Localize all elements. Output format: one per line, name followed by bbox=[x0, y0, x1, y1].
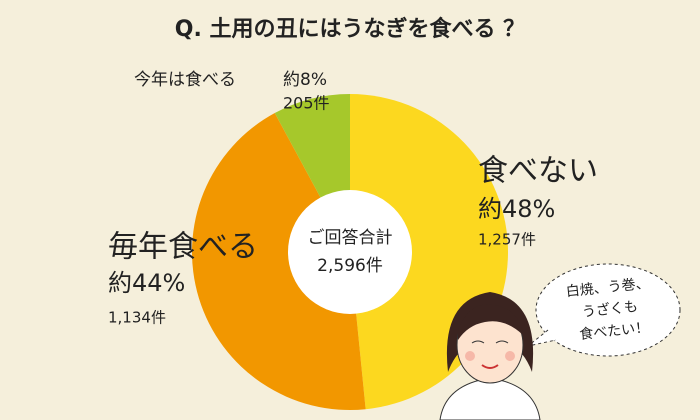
value-label: 1,257件 bbox=[478, 231, 536, 249]
category-label: 毎年食べる bbox=[108, 230, 258, 265]
cheek bbox=[505, 351, 515, 361]
bubble-outline bbox=[535, 263, 681, 357]
pie-slice bbox=[192, 113, 366, 410]
total-label: 2,596件 bbox=[317, 256, 383, 276]
mouth bbox=[481, 364, 499, 369]
woman-illustration bbox=[439, 292, 541, 420]
percent-label: 約44% bbox=[108, 269, 185, 297]
bangs bbox=[458, 304, 523, 340]
value-label: 205件 bbox=[283, 94, 330, 113]
annotation: うざくも bbox=[581, 298, 638, 321]
speech-bubble: 白焼、う巻、 うざくも 食べたい！ bbox=[527, 263, 681, 357]
center-label: ご回答合計 bbox=[308, 228, 393, 248]
percent-label: 約8% bbox=[283, 70, 327, 90]
eyes bbox=[471, 340, 509, 344]
category-label: 食べない bbox=[478, 154, 598, 189]
value-label: 1,134件 bbox=[108, 309, 166, 327]
chart-title: Q. 土用の丑にはうなぎを食べる ？ bbox=[175, 16, 525, 42]
center-hole bbox=[288, 190, 412, 314]
category-label: 今年は食べる bbox=[134, 70, 236, 90]
cheek bbox=[465, 351, 475, 361]
percent-label: 約48% bbox=[478, 195, 555, 223]
